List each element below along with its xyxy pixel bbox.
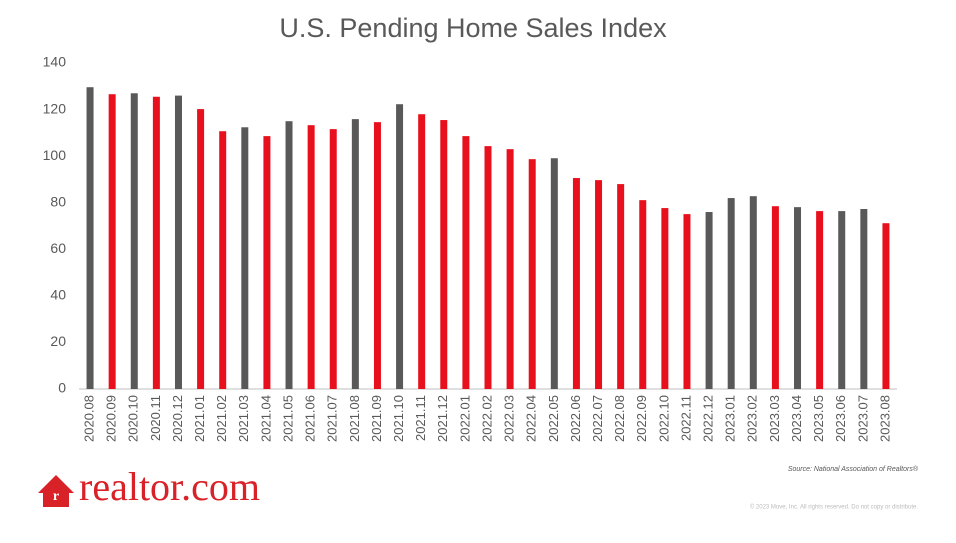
x-tick-label: 2022.01 xyxy=(457,395,472,442)
bar xyxy=(727,198,735,389)
x-tick-label: 2023.02 xyxy=(745,395,760,442)
svg-text:r: r xyxy=(53,489,59,504)
bar xyxy=(396,104,404,390)
x-tick-label: 2023.05 xyxy=(811,395,826,442)
x-tick-label: 2021.12 xyxy=(435,395,450,442)
x-tick-label: 2021.07 xyxy=(325,395,340,442)
bar xyxy=(595,180,603,389)
y-tick-label: 140 xyxy=(43,54,67,70)
x-tick-label: 2021.09 xyxy=(369,395,384,442)
x-tick-label: 2022.10 xyxy=(656,395,671,442)
logo: realtor.com xyxy=(79,464,260,509)
y-tick-label: 0 xyxy=(58,380,66,396)
y-tick-label: 100 xyxy=(43,147,67,163)
x-tick-label: 2021.02 xyxy=(214,395,229,442)
bar xyxy=(418,114,426,389)
bar xyxy=(351,119,359,390)
x-tick-label: 2021.05 xyxy=(280,395,295,442)
source: Source: National Association of Realtors… xyxy=(788,465,919,473)
y-tick-label: 40 xyxy=(50,287,66,303)
bar xyxy=(108,94,116,390)
x-tick-label: 2022.07 xyxy=(590,395,605,442)
x-tick-label: 2022.04 xyxy=(524,395,539,442)
bar xyxy=(219,131,227,389)
bar xyxy=(794,207,802,389)
y-tick-label: 120 xyxy=(43,100,67,116)
y-tick-label: 20 xyxy=(50,333,66,349)
x-tick-label: 2023.01 xyxy=(723,395,738,442)
x-tick-label: 2022.12 xyxy=(701,395,716,442)
x-tick-label: 2021.10 xyxy=(391,395,406,442)
x-tick-label: 2023.03 xyxy=(767,395,782,442)
bar xyxy=(882,223,890,389)
bar xyxy=(617,184,625,389)
x-tick-label: 2022.11 xyxy=(678,395,693,441)
x-tick-label: 2022.06 xyxy=(568,395,583,442)
bar xyxy=(484,146,492,389)
bar xyxy=(307,125,315,390)
bar xyxy=(639,200,647,389)
y-tick-label: 80 xyxy=(50,193,66,209)
bar xyxy=(130,93,138,390)
bar xyxy=(152,96,160,389)
x-tick-label: 2022.03 xyxy=(502,395,517,442)
x-tick-label: 2022.02 xyxy=(479,395,494,442)
bar xyxy=(263,136,271,389)
x-tick-label: 2020.09 xyxy=(104,395,119,442)
bar xyxy=(705,212,713,389)
bar xyxy=(661,208,669,389)
chart-title: U.S. Pending Home Sales Index xyxy=(279,13,667,43)
bar xyxy=(86,87,94,390)
bar xyxy=(462,136,470,389)
bar xyxy=(838,211,846,389)
bar xyxy=(174,95,182,389)
bar xyxy=(373,122,381,389)
bar xyxy=(285,121,293,389)
bar xyxy=(816,211,824,389)
logo-icon: r xyxy=(38,475,74,507)
bar xyxy=(528,159,536,389)
x-tick-label: 2022.09 xyxy=(634,395,649,442)
x-tick-label: 2023.08 xyxy=(877,395,892,442)
x-tick-label: 2021.04 xyxy=(258,395,273,442)
x-tick-label: 2022.08 xyxy=(612,395,627,442)
bar xyxy=(860,209,868,389)
x-tick-label: 2020.10 xyxy=(126,395,141,442)
x-tick-label: 2021.08 xyxy=(347,395,362,442)
bar xyxy=(749,196,757,389)
x-tick-label: 2021.03 xyxy=(236,395,251,442)
bar xyxy=(550,158,558,389)
y-tick-label: 60 xyxy=(50,240,66,256)
bar xyxy=(506,149,514,389)
bar xyxy=(241,127,249,390)
bar xyxy=(440,120,448,390)
x-tick-label: 2021.01 xyxy=(192,395,207,442)
x-tick-label: 2020.11 xyxy=(148,395,163,441)
x-tick-label: 2020.08 xyxy=(81,395,96,442)
bar xyxy=(572,178,580,389)
bar xyxy=(771,206,779,389)
x-tick-label: 2021.11 xyxy=(413,395,428,441)
x-tick-label: 2022.05 xyxy=(546,395,561,442)
x-tick-label: 2021.06 xyxy=(303,395,318,442)
copyright: © 2023 Move, Inc. All rights reserved. D… xyxy=(750,504,919,511)
bar xyxy=(329,129,337,390)
x-tick-label: 2023.07 xyxy=(855,395,870,442)
x-tick-label: 2023.06 xyxy=(833,395,848,442)
x-tick-label: 2020.12 xyxy=(170,395,185,442)
bar xyxy=(197,109,205,389)
x-tick-label: 2023.04 xyxy=(789,395,804,442)
bar xyxy=(683,214,691,389)
